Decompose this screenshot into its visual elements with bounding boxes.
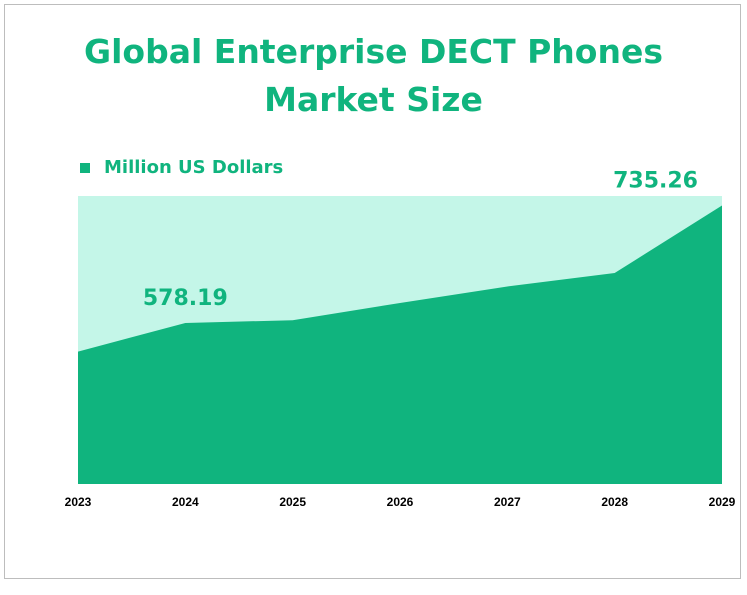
legend-swatch bbox=[80, 162, 90, 173]
x-tick-label: 2029 bbox=[709, 495, 736, 509]
legend-label: Million US Dollars bbox=[104, 157, 284, 178]
data-label: 735.26 bbox=[613, 169, 698, 194]
data-labels: 578.19 735.26 bbox=[143, 169, 698, 311]
chart-title: Global Enterprise DECT Phones Market Siz… bbox=[84, 32, 663, 119]
x-tick-label: 2028 bbox=[601, 495, 628, 509]
x-tick-label: 2024 bbox=[172, 495, 199, 509]
area-series bbox=[78, 205, 722, 484]
x-axis-ticks: 2023 2024 2025 2026 2027 2028 2029 bbox=[65, 495, 736, 509]
x-tick-label: 2025 bbox=[279, 495, 306, 509]
data-label: 578.19 bbox=[143, 286, 228, 311]
x-tick-label: 2027 bbox=[494, 495, 521, 509]
x-tick-label: 2026 bbox=[387, 495, 414, 509]
legend: Million US Dollars bbox=[80, 157, 283, 178]
x-tick-label: 2023 bbox=[65, 495, 92, 509]
